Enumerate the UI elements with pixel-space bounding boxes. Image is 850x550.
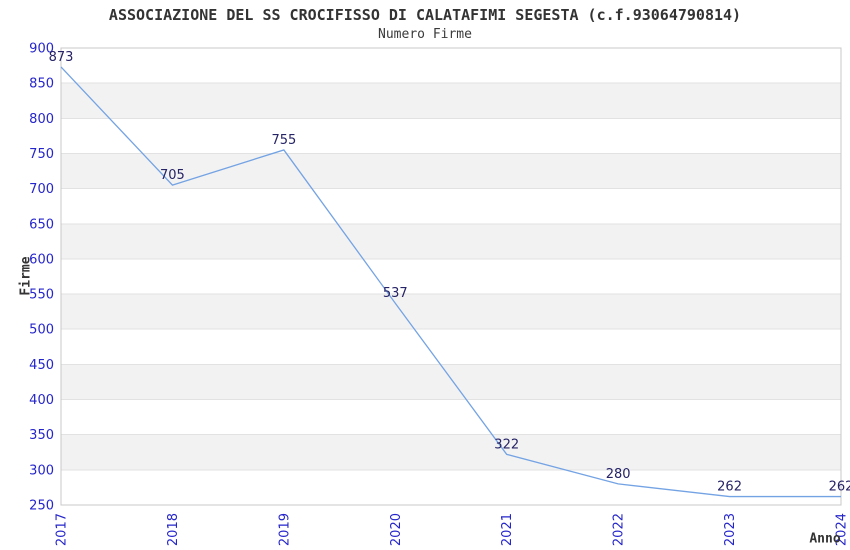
data-point-label: 262: [829, 480, 850, 495]
x-tick-label: 2018: [166, 513, 181, 546]
y-tick-label: 550: [29, 288, 54, 303]
y-tick-label: 350: [29, 428, 54, 443]
y-tick-label: 300: [29, 463, 54, 478]
plot-band: [61, 83, 841, 119]
y-tick-label: 600: [29, 252, 54, 267]
y-tick-label: 650: [29, 217, 54, 232]
y-tick-label: 900: [29, 42, 54, 57]
plot-border: [60, 47, 842, 506]
plot-band: [61, 294, 841, 330]
data-point-label: 873: [49, 50, 74, 65]
y-tick-label: 850: [29, 77, 54, 92]
y-tick-label: 700: [29, 182, 54, 197]
data-point-label: 322: [494, 437, 519, 452]
x-tick-label: 2024: [835, 513, 850, 546]
x-tick-label: 2023: [723, 513, 738, 546]
plot-band: [61, 223, 841, 259]
y-tick-label: 800: [29, 112, 54, 127]
chart-title: ASSOCIAZIONE DEL SS CROCIFISSO DI CALATA…: [108, 6, 742, 24]
y-axis-title: Firme: [18, 256, 34, 296]
y-tick-label: 450: [29, 358, 54, 373]
data-point-label: 537: [383, 286, 408, 301]
x-tick-label: 2019: [277, 513, 292, 546]
data-line: [60, 66, 841, 498]
x-tick-label: 2017: [55, 513, 70, 546]
data-point-label: 705: [160, 168, 185, 183]
x-axis-title: Anno: [809, 531, 841, 547]
plot-band: [61, 434, 841, 470]
y-tick-label: 250: [29, 499, 54, 514]
x-tick-label: 2022: [612, 513, 627, 546]
y-tick-label: 750: [29, 147, 54, 162]
data-point-label: 280: [606, 467, 631, 482]
plot-band: [61, 153, 841, 189]
data-point-label: 755: [271, 133, 296, 148]
y-tick-label: 500: [29, 323, 54, 338]
x-tick-label: 2020: [389, 513, 404, 546]
y-tick-label: 400: [29, 393, 54, 408]
chart-subtitle: Numero Firme: [378, 27, 472, 42]
plot-band: [61, 364, 841, 400]
x-tick-label: 2021: [500, 513, 515, 546]
data-point-label: 262: [717, 480, 742, 495]
